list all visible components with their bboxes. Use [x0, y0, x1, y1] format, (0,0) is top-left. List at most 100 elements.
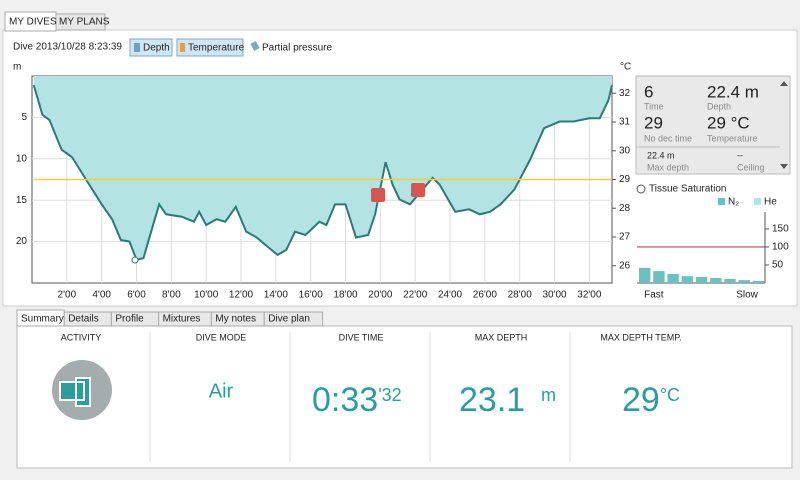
- y-tick-label: 15: [16, 195, 28, 206]
- info-label: Max depth: [647, 162, 689, 172]
- collapse-icon[interactable]: [636, 184, 646, 194]
- x-tick-label: 14'00: [264, 290, 289, 301]
- card-label: ACTIVITY: [61, 332, 102, 342]
- legend-swatch: [718, 198, 725, 205]
- x-tick-label: Fast: [644, 290, 664, 301]
- y2-tick-label: 30: [619, 145, 631, 156]
- x-tick-label: 10'00: [194, 290, 219, 301]
- bar: [738, 280, 750, 283]
- tab-label: Summary: [21, 314, 64, 325]
- legend-swatch: [754, 198, 761, 205]
- bar: [695, 276, 708, 283]
- y2-tick-label: 26: [619, 260, 631, 271]
- card-value: 29°C: [622, 381, 680, 419]
- tissue-title: Tissue Saturation: [649, 184, 726, 195]
- x-tick-label: 30'00: [542, 290, 567, 301]
- bar: [681, 276, 694, 283]
- toggle[interactable]: [129, 38, 173, 57]
- tab-label: Details: [68, 314, 99, 325]
- y2-tick-label: 29: [619, 174, 631, 185]
- y2-tick-label: 28: [619, 203, 631, 214]
- info-value: 22.4 m: [707, 82, 759, 101]
- y-tick-label: 150: [772, 224, 789, 235]
- tab-label: Dive plan: [268, 314, 310, 325]
- x-tick-label: 4'00: [92, 290, 111, 301]
- tab-label: Profile: [115, 314, 144, 325]
- x-tick-label: 28'00: [508, 290, 533, 301]
- icon: [250, 41, 260, 51]
- bar: [639, 267, 651, 283]
- tab-label: Mixtures: [163, 314, 201, 325]
- bar: [724, 279, 736, 283]
- legend-label: He: [764, 197, 777, 208]
- card-label: DIVE MODE: [196, 332, 247, 342]
- info-value: --: [737, 150, 743, 160]
- card-value: Air: [209, 380, 234, 402]
- y-tick-label: 50: [772, 260, 784, 271]
- toggle[interactable]: [176, 38, 244, 57]
- toggle-label: Temperature: [188, 43, 245, 54]
- x-tick-label: 2'00: [58, 290, 77, 301]
- x-tick-label: 32'00: [577, 290, 602, 301]
- info-label: Depth: [707, 101, 731, 111]
- card-label: MAX DEPTH TEMP.: [600, 332, 681, 342]
- x-tick-label: 20'00: [368, 290, 393, 301]
- bar: [667, 273, 679, 283]
- card-value: 0:33'32: [312, 381, 402, 419]
- y2-tick-label: 31: [619, 117, 631, 128]
- info-value: 29: [644, 113, 663, 132]
- info-label: Time: [644, 101, 664, 111]
- info-label: No dec time: [644, 133, 692, 143]
- x-tick-label: 26'00: [473, 290, 498, 301]
- info-box: [635, 75, 791, 175]
- tab-label: MY PLANS: [59, 17, 110, 28]
- tab-label: My notes: [215, 314, 256, 325]
- icon: [180, 43, 185, 52]
- toggle-label: Partial pressure: [262, 43, 332, 54]
- toggle-label: Depth: [143, 43, 170, 54]
- bar: [752, 280, 765, 283]
- bar: [653, 271, 665, 283]
- y-tick-label: 5: [21, 112, 27, 123]
- y-axis-label: m: [13, 62, 21, 73]
- info-value: 29 °C: [707, 113, 750, 132]
- card-unit: m: [541, 385, 556, 405]
- x-tick-label: 6'00: [127, 290, 146, 301]
- card-value: 23.1: [459, 381, 525, 419]
- x-tick-label: 16'00: [299, 290, 324, 301]
- x-tick-label: 22'00: [403, 290, 428, 301]
- card-label: DIVE TIME: [339, 332, 384, 342]
- icon: [134, 43, 140, 52]
- time-seconds: '32: [378, 385, 401, 405]
- max-depth-marker: [131, 256, 139, 264]
- y2-tick-label: 27: [619, 232, 631, 243]
- y2-tick-label: 32: [619, 88, 631, 99]
- y-tick-label: 20: [16, 236, 28, 247]
- y-tick-label: 100: [772, 242, 789, 253]
- x-tick-label: 24'00: [438, 290, 463, 301]
- x-tick-label: 8'00: [162, 290, 181, 301]
- card-label: MAX DEPTH: [475, 332, 528, 342]
- info-value: 6: [644, 82, 653, 101]
- temp-value: 29: [622, 381, 660, 419]
- info-label: Ceiling: [737, 162, 765, 172]
- y-tick-label: 10: [16, 153, 28, 164]
- summary-panel: [16, 325, 793, 469]
- event-icon[interactable]: [411, 183, 425, 197]
- tab-label: MY DIVES: [9, 17, 57, 28]
- dive-label: Dive 2013/10/28 8:23:39: [13, 42, 122, 53]
- legend-label: N₂: [728, 197, 739, 208]
- tab[interactable]: [263, 311, 324, 327]
- depth-area: [33, 76, 612, 260]
- temp-unit: °C: [660, 385, 680, 405]
- activity-icon-glyph: [59, 377, 91, 407]
- tab[interactable]: [55, 13, 106, 31]
- event-icon[interactable]: [371, 188, 385, 202]
- x-tick-label: Slow: [736, 290, 758, 301]
- y2-axis-label: °C: [620, 62, 631, 73]
- info-label: Temperature: [707, 133, 758, 143]
- info-value: 22.4 m: [647, 150, 675, 160]
- time-value: 0:33: [312, 381, 378, 419]
- x-tick-label: 18'00: [333, 290, 358, 301]
